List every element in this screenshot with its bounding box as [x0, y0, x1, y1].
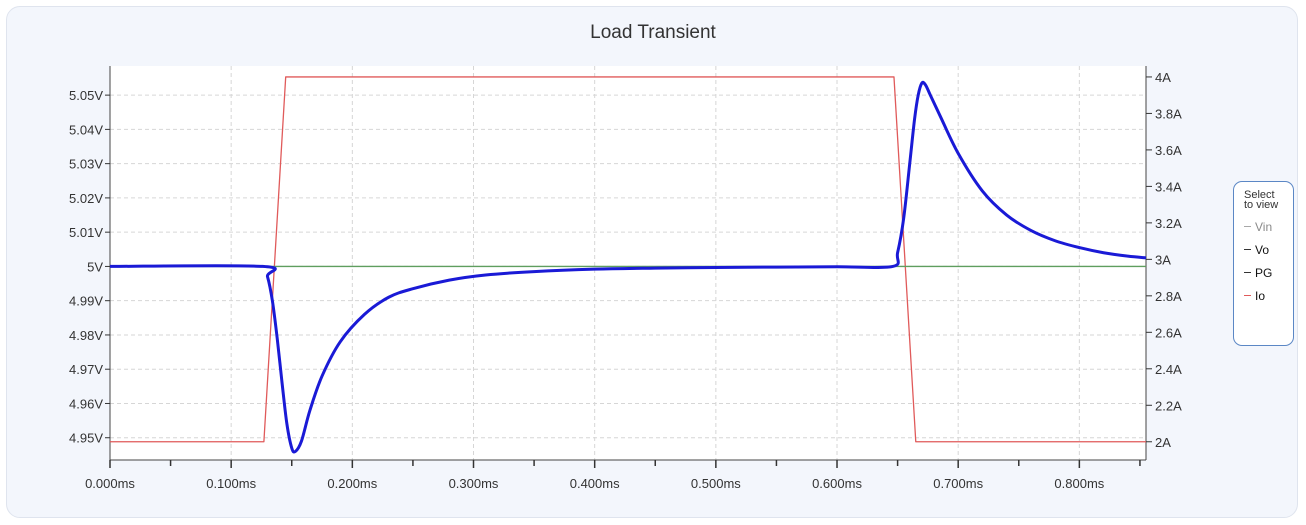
- y-right-tick-label: 4A: [1155, 70, 1171, 85]
- y-left-tick-label: 5.05V: [69, 88, 103, 103]
- y-right-tick-label: 2A: [1155, 435, 1171, 450]
- y-left-tick-label: 5.01V: [69, 225, 103, 240]
- y-left-tick-label: 5.02V: [69, 191, 103, 206]
- x-tick-label: 0.100ms: [206, 476, 256, 491]
- legend-items: Vin Vo PG Io: [1244, 216, 1293, 306]
- x-tick-label: 0.400ms: [570, 476, 620, 491]
- y-right-tick-label: 2.2A: [1155, 398, 1182, 413]
- legend-swatch-pg: [1244, 272, 1251, 273]
- legend-item-vo[interactable]: Vo: [1244, 239, 1293, 260]
- legend-box: Select to view Vin Vo PG Io: [1233, 181, 1294, 346]
- x-tick-label: 0.500ms: [691, 476, 741, 491]
- legend-label-vin: Vin: [1255, 219, 1273, 234]
- x-tick-label: 0.000ms: [85, 476, 135, 491]
- y-right-tick-label: 3.2A: [1155, 216, 1182, 231]
- x-tick-label: 0.200ms: [327, 476, 377, 491]
- legend-title: Select to view: [1244, 189, 1293, 211]
- plot-area: [110, 66, 1146, 460]
- y-right-tick-label: 3.4A: [1155, 179, 1182, 194]
- x-tick-label: 0.700ms: [933, 476, 983, 491]
- legend-item-vin[interactable]: Vin: [1244, 216, 1293, 237]
- y-left-tick-label: 5.03V: [69, 157, 103, 172]
- y-right-tick-label: 3A: [1155, 252, 1171, 267]
- legend-swatch-io: [1244, 295, 1251, 296]
- legend-label-pg: PG: [1255, 265, 1273, 280]
- legend-label-io: Io: [1255, 288, 1266, 303]
- series-line-vo: [109, 80, 1147, 454]
- chart-title: Load Transient: [590, 22, 716, 43]
- legend-label-vo: Vo: [1255, 242, 1270, 257]
- legend-swatch-vin: [1244, 226, 1251, 227]
- y-right-tick-label: 3.8A: [1155, 106, 1182, 121]
- x-tick-label: 0.300ms: [449, 476, 499, 491]
- x-tick-label: 0.800ms: [1054, 476, 1104, 491]
- legend-item-pg[interactable]: PG: [1244, 262, 1293, 283]
- series-line-io: [110, 76, 1146, 443]
- y-left-tick-label: 4.99V: [69, 294, 103, 309]
- y-right-tick-label: 2.6A: [1155, 325, 1182, 340]
- y-left-tick-label: 4.98V: [69, 328, 103, 343]
- y-left-tick-label: 5.04V: [69, 122, 103, 137]
- legend-title-line2: to view: [1244, 199, 1279, 211]
- legend-item-io[interactable]: Io: [1244, 285, 1293, 306]
- y-left-tick-label: 5V: [87, 259, 103, 274]
- y-right-tick-label: 2.4A: [1155, 362, 1182, 377]
- legend-title-line1: Select: [1244, 189, 1275, 201]
- x-tick-label: 0.600ms: [812, 476, 862, 491]
- y-left-tick-label: 4.95V: [69, 431, 103, 446]
- y-right-tick-label: 2.8A: [1155, 289, 1182, 304]
- y-right-tick-label: 3.6A: [1155, 143, 1182, 158]
- y-left-tick-label: 4.97V: [69, 362, 103, 377]
- legend-swatch-vo: [1244, 249, 1251, 250]
- y-left-tick-label: 4.96V: [69, 396, 103, 411]
